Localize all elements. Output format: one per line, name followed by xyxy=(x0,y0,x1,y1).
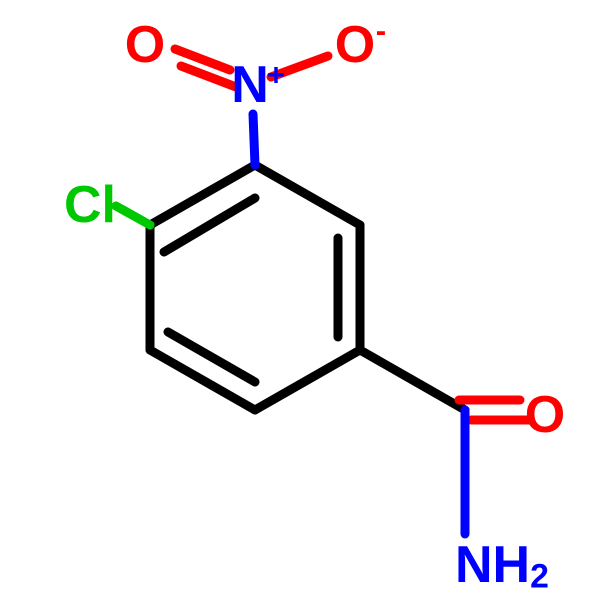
molecule-diagram: ClN+OO-ONH2 xyxy=(0,0,600,600)
atom-cl: Cl xyxy=(64,176,116,234)
atom-o2: O xyxy=(335,16,375,74)
atom-o1: O xyxy=(125,16,165,74)
atom-nh2: NH2 xyxy=(455,536,549,595)
bond xyxy=(116,206,150,225)
atom-o3: O xyxy=(525,386,565,444)
charge-n: + xyxy=(267,58,285,93)
bond xyxy=(255,350,360,410)
bond xyxy=(255,165,360,225)
bond xyxy=(150,165,255,225)
bond xyxy=(253,114,255,165)
bond xyxy=(168,332,255,382)
atom-n: N xyxy=(231,56,269,114)
charge-o2: - xyxy=(376,14,386,49)
bond xyxy=(360,350,465,410)
bond xyxy=(150,350,255,410)
